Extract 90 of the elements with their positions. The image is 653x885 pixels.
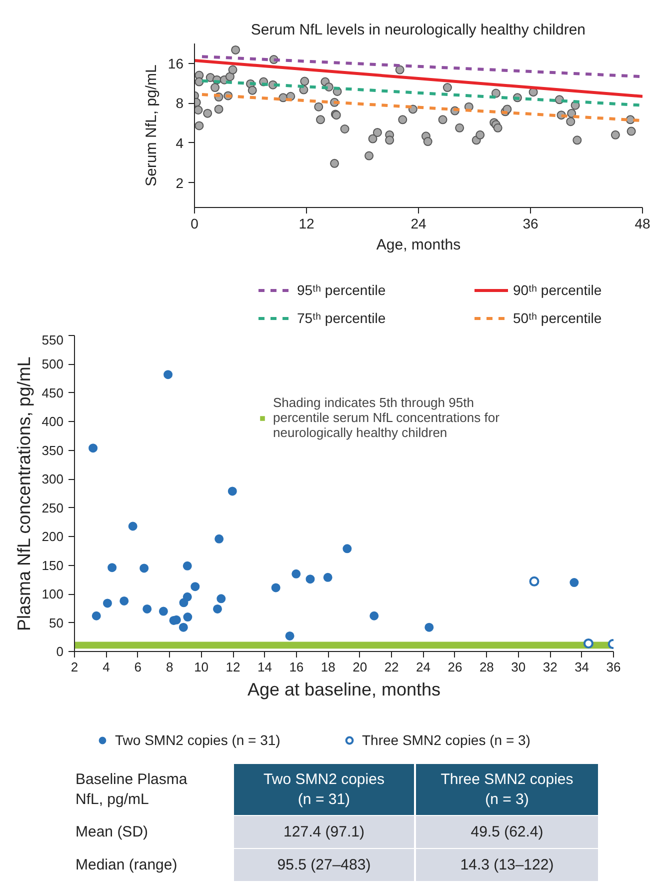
- point: [370, 611, 379, 620]
- point: [182, 561, 192, 570]
- chart-title: Serum NfL levels in neurologically healthy children: [250, 22, 586, 38]
- point: [216, 594, 226, 604]
- point: [142, 604, 152, 614]
- y-axis-title: Serum NfL, pg/mL: [142, 64, 160, 186]
- x-tick-label: 16: [289, 660, 304, 674]
- point: [323, 572, 332, 582]
- y-tick-label: 50: [49, 615, 64, 630]
- legend-label: 75ᵗʰ percentile: [297, 310, 387, 326]
- point: [183, 612, 192, 622]
- text: Three SMN2 copies (n = 3): [440, 770, 574, 808]
- y-tick-label: 2: [176, 174, 184, 191]
- text: Baseline Plasma NfL, pg/mL: [76, 770, 188, 808]
- y-tick-label: 0: [56, 644, 64, 659]
- y-tick-label: 300: [42, 472, 64, 487]
- point: [570, 578, 579, 588]
- x-tick-label: 36: [522, 216, 538, 232]
- point: [424, 622, 434, 632]
- text: 95.5 (27–483): [277, 856, 371, 874]
- point: [529, 576, 540, 586]
- x-tick-label: 36: [606, 660, 621, 674]
- legend-label: 90ᵗʰ percentile: [513, 282, 603, 298]
- point: [228, 486, 237, 496]
- legend-label: Two SMN2 copies (n = 31): [115, 732, 282, 748]
- text: Two SMN2 copies (n = 31): [264, 770, 384, 808]
- x-tick-label: 4: [102, 660, 110, 674]
- legend-label: Shading indicates 5th through 95th percentile serum NfL concentrations for neurologically healthy children: [273, 395, 500, 440]
- point: [271, 583, 280, 592]
- x-tick-label: 26: [448, 660, 462, 674]
- point: [88, 444, 98, 453]
- y-tick-label: 400: [42, 414, 64, 430]
- x-tick-label: 24: [416, 660, 431, 674]
- text: 127.4 (97.1): [284, 824, 364, 840]
- text: 49.5 (62.4): [470, 824, 544, 840]
- x-tick-label: 30: [511, 660, 526, 674]
- x-tick-label: 20: [352, 660, 368, 674]
- point: [285, 631, 294, 640]
- point: [164, 370, 173, 380]
- point: [342, 544, 352, 554]
- x-axis-title: Age, months: [376, 236, 461, 254]
- x-tick-label: 0: [190, 216, 199, 232]
- y-tick-label: 16: [168, 55, 184, 72]
- text: Mean (SD): [76, 824, 148, 840]
- legend-label: Three SMN2 copies (n = 3): [362, 732, 532, 748]
- x-tick-label: 12: [298, 216, 314, 232]
- x-tick-label: 18: [320, 660, 336, 674]
- y-tick-label: 150: [42, 558, 64, 573]
- point: [178, 622, 188, 632]
- x-tick-label: 34: [574, 660, 590, 674]
- x-tick-label: 12: [226, 660, 240, 674]
- x-tick-label: 28: [479, 660, 494, 674]
- x-tick-label: 2: [70, 660, 78, 674]
- text: 14.3 (13–122): [460, 856, 554, 874]
- x-tick-label: 8: [166, 660, 174, 674]
- x-tick-label: 14: [258, 660, 272, 674]
- text: Median (range): [76, 856, 178, 874]
- x-tick-label: 24: [410, 216, 426, 232]
- y-axis-title: Plasma NfL concentrations, pg/mL: [14, 356, 34, 632]
- y-tick-label: 350: [42, 442, 64, 458]
- legend-label: 50ᵗʰ percentile: [513, 310, 603, 326]
- y-tick-label: 4: [176, 134, 184, 151]
- point: [128, 522, 138, 531]
- point: [102, 598, 112, 608]
- point: [182, 592, 192, 602]
- y-tick-label: 200: [42, 529, 64, 544]
- y-tick-label: 250: [42, 500, 64, 516]
- y-tick-label: 450: [42, 385, 64, 400]
- point: [158, 606, 168, 616]
- point: [583, 638, 594, 648]
- x-tick-label: 22: [384, 660, 399, 674]
- point: [292, 569, 301, 578]
- y-tick-label: 100: [42, 586, 64, 602]
- x-tick-label: 10: [194, 660, 209, 674]
- y-tick-label: 8: [176, 95, 184, 112]
- x-tick-label: 6: [134, 660, 142, 674]
- point: [92, 611, 101, 620]
- legend-label: 95ᵗʰ percentile: [297, 282, 387, 298]
- x-tick-label: 48: [634, 216, 650, 232]
- point: [214, 534, 224, 544]
- point: [140, 564, 149, 573]
- point: [306, 574, 315, 584]
- point: [190, 582, 200, 592]
- point: [108, 563, 117, 572]
- x-tick-label: 32: [542, 660, 558, 674]
- y-tick-label: 550: [42, 332, 64, 348]
- point: [212, 604, 222, 614]
- x-axis-title: Age at baseline, months: [247, 680, 441, 700]
- point: [120, 596, 129, 606]
- y-tick-label: 500: [42, 356, 64, 372]
